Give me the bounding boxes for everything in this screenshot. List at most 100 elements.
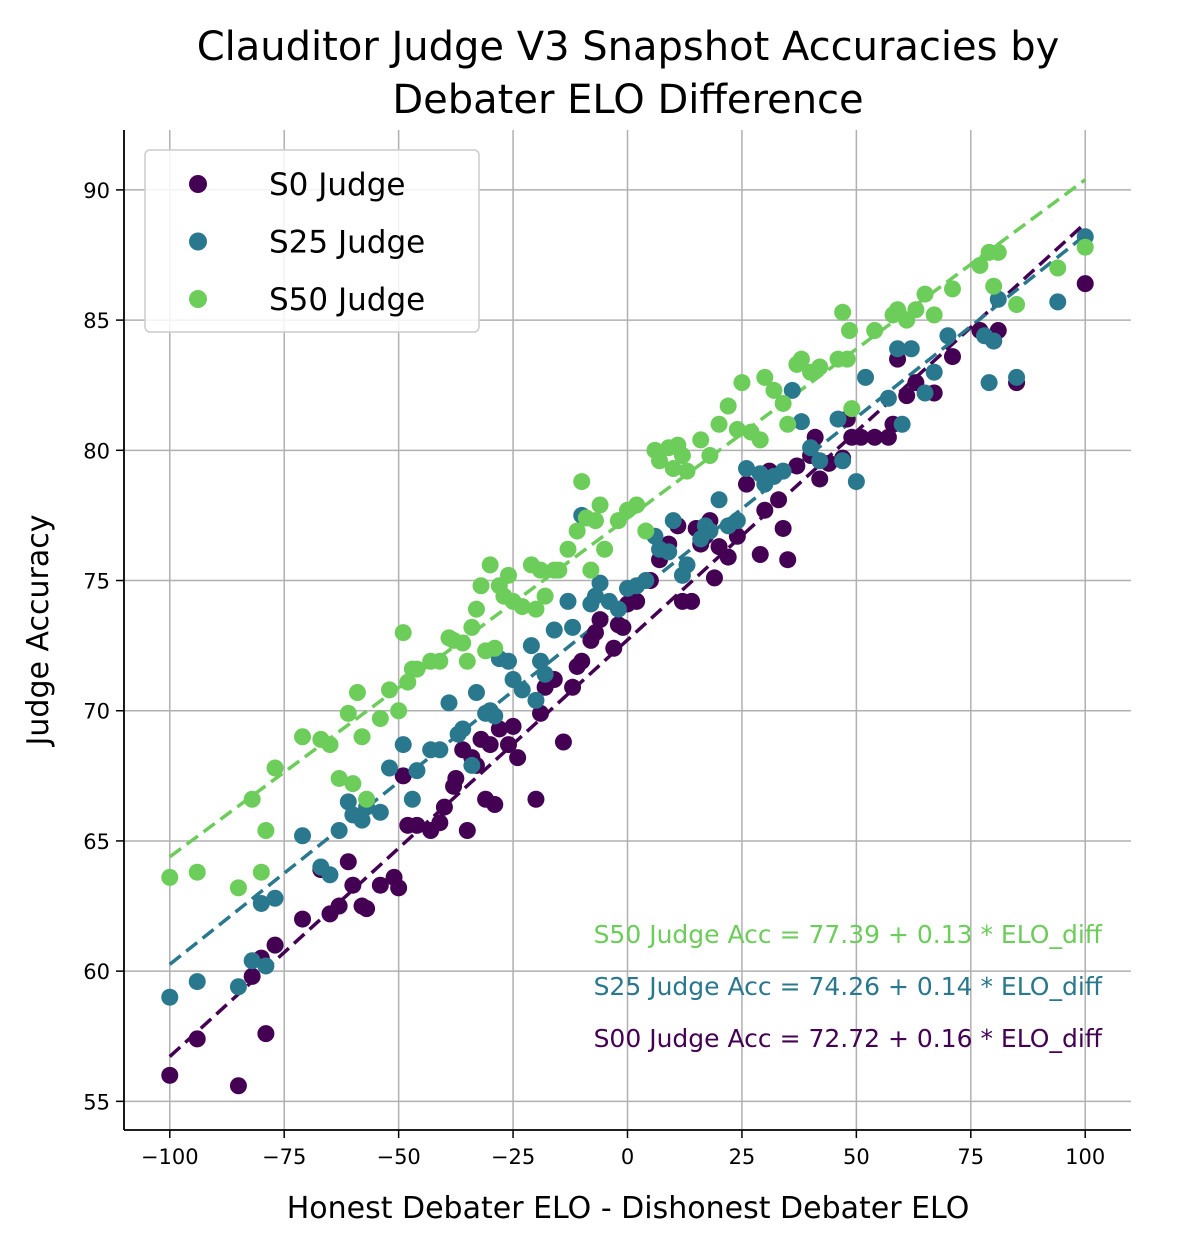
data-point-s50-judge [692,431,710,449]
data-point-s25-judge [243,952,261,970]
data-point-s25-judge [294,827,312,845]
data-point-s50-judge [628,496,646,514]
legend-label-s50-judge: S50 Judge [269,282,425,318]
data-point-s0-judge [1076,275,1094,293]
data-point-s50-judge [399,673,417,691]
data-point-s50-judge [664,460,682,478]
data-point-s50-judge [243,790,261,808]
data-point-s50-judge [792,350,810,368]
data-point-s0-judge [564,678,582,696]
data-point-s0-judge [527,790,545,808]
data-point-s25-judge [431,741,449,759]
data-point-s25-judge [188,973,206,991]
data-point-s50-judge [907,301,925,319]
y-tick-label: 75 [83,570,110,594]
data-point-s25-judge [257,957,275,975]
data-point-s50-judge [586,512,604,530]
data-point-s50-judge [596,540,614,558]
data-point-s25-judge [564,618,582,636]
data-point-s0-judge [705,569,723,587]
data-point-s0-judge [866,428,884,446]
series-s25-judge [161,228,1094,1006]
data-point-s0-judge [852,428,870,446]
data-point-s25-judge [463,756,481,774]
data-point-s25-judge [792,413,810,431]
data-point-s25-judge [774,462,792,480]
data-point-s25-judge [738,460,756,478]
data-point-s25-judge [925,363,943,381]
data-point-s0-judge [751,545,769,563]
x-tick-label: −50 [376,1145,420,1169]
data-point-s0-judge [257,1025,275,1043]
data-point-s50-judge [733,374,751,392]
x-tick-label: 50 [843,1145,870,1169]
data-point-s50-judge [989,243,1007,261]
data-point-s50-judge [866,322,884,340]
data-point-s0-judge [605,639,623,657]
data-point-s0-judge [481,736,499,754]
y-tick-label: 65 [83,830,110,854]
data-point-s0-judge [447,769,465,787]
data-point-s25-judge [701,522,719,540]
data-point-s50-judge [1008,295,1026,313]
data-point-s50-judge [486,639,504,657]
data-point-s25-judge [829,410,847,428]
data-point-s25-judge [609,600,627,618]
fit-equations: S00 Judge Acc = 72.72 + 0.16 * ELO_diff S… [594,920,1103,1053]
y-tick-label: 55 [83,1090,110,1114]
data-point-s50-judge [573,473,591,491]
x-tick-label: −25 [491,1145,535,1169]
data-point-s25-judge [660,543,678,561]
data-point-s25-judge [939,327,957,345]
data-point-s50-judge [637,522,655,540]
data-point-s50-judge [527,600,545,618]
data-point-s25-judge [834,452,852,470]
data-point-s0-judge [358,900,376,918]
data-point-s50-judge [467,600,485,618]
data-point-s25-judge [486,707,504,725]
data-point-s25-judge [802,439,820,457]
data-point-s50-judge [463,618,481,636]
data-point-s25-judge [989,290,1007,308]
data-point-s0-judge [770,491,788,509]
data-point-s0-judge [371,876,389,894]
data-point-s0-judge [344,876,362,894]
data-point-s50-judge [188,863,206,881]
data-point-s25-judge [783,381,801,399]
data-point-s50-judge [431,652,449,670]
data-point-s50-judge [834,303,852,321]
data-point-s50-judge [985,277,1003,295]
data-point-s50-judge [765,381,783,399]
data-point-s50-judge [252,863,270,881]
data-point-s50-judge [499,566,517,584]
data-point-s0-judge [591,611,609,629]
data-point-s50-judge [536,587,554,605]
data-point-s0-judge [486,795,504,813]
data-point-s50-judge [843,400,861,418]
data-point-s25-judge [1049,293,1067,311]
data-point-s0-judge [435,798,453,816]
data-point-s50-judge [344,775,362,793]
data-point-s50-judge [774,394,792,412]
data-point-s50-judge [559,540,577,558]
data-point-s25-judge [513,681,531,699]
data-point-s25-judge [339,793,357,811]
data-point-s50-judge [550,561,568,579]
data-point-s50-judge [1049,259,1067,277]
data-point-s50-judge [591,496,609,514]
data-point-s25-judge [728,512,746,530]
data-point-s50-judge [481,556,499,574]
data-point-s25-judge [321,866,339,884]
data-point-s50-judge [838,350,856,368]
data-point-s50-judge [582,561,600,579]
data-point-s25-judge [678,556,696,574]
data-point-s0-judge [898,387,916,405]
data-point-s50-judge [1076,238,1094,256]
fit-equation-s25-judge: S25 Judge Acc = 74.26 + 0.14 * ELO_diff [594,972,1103,1001]
data-point-s0-judge [774,519,792,537]
data-point-s25-judge [266,889,284,907]
data-point-s0-judge [330,897,348,915]
data-point-s25-judge [710,491,728,509]
data-point-s0-judge [943,348,961,366]
